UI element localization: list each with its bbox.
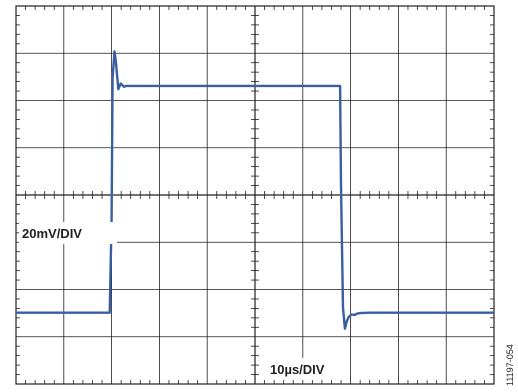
signal-trace: [16, 50, 494, 330]
figure-id-label: 11197-054: [505, 344, 515, 386]
horizontal-scale-label: 10µs/DIV: [270, 362, 325, 377]
grid-tick-marks: [16, 6, 494, 384]
vertical-scale-label: 20mV/DIV: [22, 226, 82, 241]
vertical-scale-label-background: [19, 222, 117, 244]
trace-line: [16, 50, 494, 330]
horizontal-scale-label-background: [263, 358, 343, 380]
